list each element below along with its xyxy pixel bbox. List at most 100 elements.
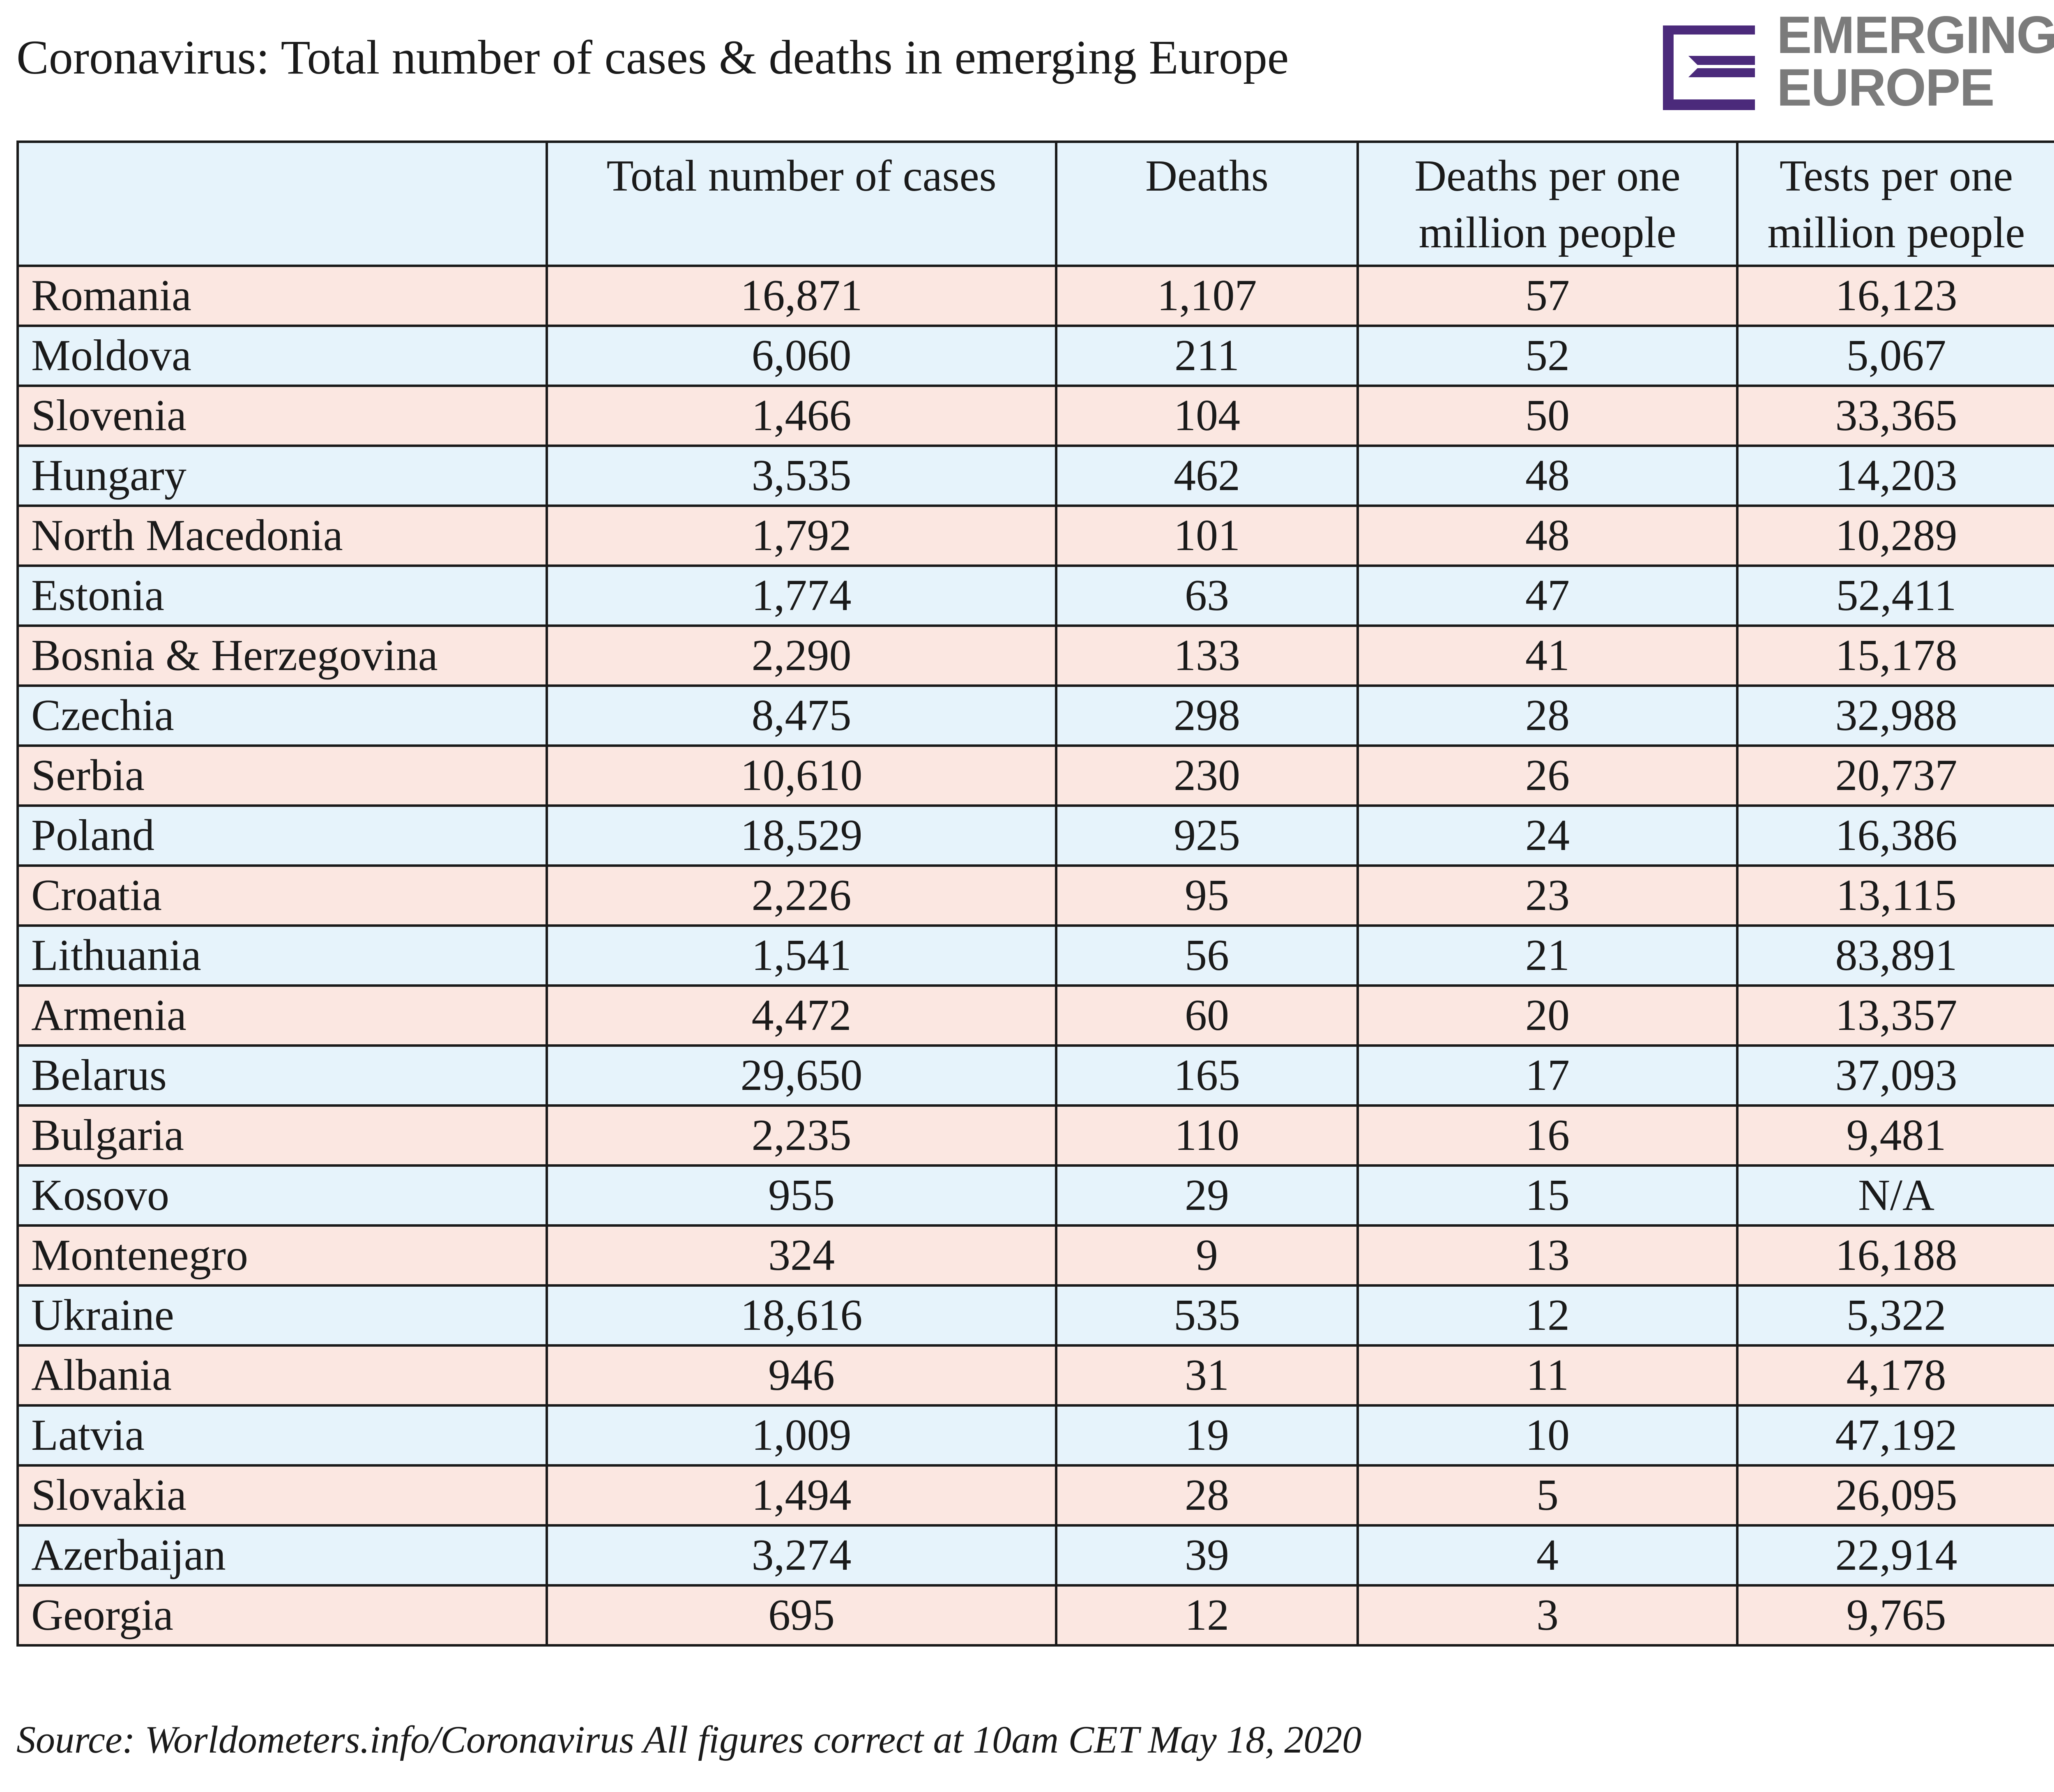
header-deaths-per-million: Deaths per one million people [1356,141,1739,267]
cell-total-cases: 1,494 [546,1464,1057,1527]
cell-deaths-per-million: 4 [1356,1524,1739,1587]
cell-total-cases: 955 [546,1164,1057,1227]
cell-tests-per-million: 52,411 [1736,564,2054,627]
cell-total-cases: 6,060 [546,325,1057,387]
cell-deaths-per-million: 52 [1356,325,1739,387]
cell-total-cases: 1,466 [546,385,1057,447]
logo-line-1: EMERGING [1777,6,2054,64]
cell-deaths-per-million: 16 [1356,1104,1739,1167]
cell-country: Hungary [16,445,548,507]
cell-deaths: 104 [1055,385,1359,447]
cell-deaths: 29 [1055,1164,1359,1227]
table-row: Serbia 10,610 230 26 20,737 [16,744,2054,807]
cell-deaths-per-million: 23 [1356,864,1739,927]
cell-deaths: 12 [1055,1584,1359,1647]
cell-deaths: 1,107 [1055,265,1359,327]
cell-deaths-per-million: 28 [1356,684,1739,747]
cell-country: Estonia [16,564,548,627]
cell-deaths-per-million: 13 [1356,1224,1739,1287]
cell-deaths: 133 [1055,624,1359,687]
cell-deaths: 211 [1055,325,1359,387]
cell-tests-per-million: 37,093 [1736,1044,2054,1107]
cell-tests-per-million: 83,891 [1736,924,2054,987]
cell-total-cases: 1,009 [546,1404,1057,1467]
cell-tests-per-million: 5,322 [1736,1284,2054,1347]
cell-deaths-per-million: 5 [1356,1464,1739,1527]
cell-country: Ukraine [16,1284,548,1347]
cell-country: Croatia [16,864,548,927]
table-row: Azerbaijan 3,274 39 4 22,914 [16,1524,2054,1587]
table-row: Armenia 4,472 60 20 13,357 [16,984,2054,1047]
table-row: Croatia 2,226 95 23 13,115 [16,864,2054,927]
cell-country: Slovakia [16,1464,548,1527]
cell-deaths-per-million: 17 [1356,1044,1739,1107]
cell-total-cases: 4,472 [546,984,1057,1047]
cell-tests-per-million: N/A [1736,1164,2054,1227]
cell-country: Latvia [16,1404,548,1467]
cell-country: Slovenia [16,385,548,447]
cell-tests-per-million: 22,914 [1736,1524,2054,1587]
cell-tests-per-million: 32,988 [1736,684,2054,747]
cell-tests-per-million: 13,115 [1736,864,2054,927]
cell-tests-per-million: 26,095 [1736,1464,2054,1527]
cell-total-cases: 18,616 [546,1284,1057,1347]
table-row: Romania 16,871 1,107 57 16,123 [16,265,2054,327]
cell-deaths: 101 [1055,504,1359,567]
cell-total-cases: 1,541 [546,924,1057,987]
cell-deaths-per-million: 50 [1356,385,1739,447]
table-row: Georgia 695 12 3 9,765 [16,1584,2054,1647]
table-row: Slovakia 1,494 28 5 26,095 [16,1464,2054,1527]
cell-country: Azerbaijan [16,1524,548,1587]
cell-tests-per-million: 14,203 [1736,445,2054,507]
cell-deaths-per-million: 26 [1356,744,1739,807]
table-row: Latvia 1,009 19 10 47,192 [16,1404,2054,1467]
table-row: Albania 946 31 11 4,178 [16,1344,2054,1407]
table-row: Ukraine 18,616 535 12 5,322 [16,1284,2054,1347]
cell-tests-per-million: 5,067 [1736,325,2054,387]
table-row: Hungary 3,535 462 48 14,203 [16,445,2054,507]
cell-tests-per-million: 16,386 [1736,804,2054,867]
cell-total-cases: 324 [546,1224,1057,1287]
cell-total-cases: 1,792 [546,504,1057,567]
cell-deaths-per-million: 24 [1356,804,1739,867]
cell-country: Bosnia & Herzegovina [16,624,548,687]
table-row: Moldova 6,060 211 52 5,067 [16,325,2054,387]
table-row: Lithuania 1,541 56 21 83,891 [16,924,2054,987]
table-row: Poland 18,529 925 24 16,386 [16,804,2054,867]
cell-tests-per-million: 33,365 [1736,385,2054,447]
cell-deaths-per-million: 47 [1356,564,1739,627]
table-row: Bulgaria 2,235 110 16 9,481 [16,1104,2054,1167]
header-total-cases: Total number of cases [546,141,1057,267]
cell-total-cases: 29,650 [546,1044,1057,1107]
cell-deaths: 230 [1055,744,1359,807]
data-table-container: Total number of cases Deaths Deaths per … [16,141,2054,1647]
cell-tests-per-million: 9,481 [1736,1104,2054,1167]
cell-country: North Macedonia [16,504,548,567]
cell-total-cases: 16,871 [546,265,1057,327]
cell-deaths: 925 [1055,804,1359,867]
cell-tests-per-million: 47,192 [1736,1404,2054,1467]
cell-country: Romania [16,265,548,327]
cell-deaths: 39 [1055,1524,1359,1587]
cell-deaths: 28 [1055,1464,1359,1527]
cell-country: Kosovo [16,1164,548,1227]
cell-country: Montenegro [16,1224,548,1287]
cell-deaths-per-million: 57 [1356,265,1739,327]
table-body: Romania 16,871 1,107 57 16,123 Moldova 6,060 21… [16,265,2054,1647]
cell-tests-per-million: 13,357 [1736,984,2054,1047]
cell-deaths: 31 [1055,1344,1359,1407]
cell-tests-per-million: 20,737 [1736,744,2054,807]
cell-deaths: 63 [1055,564,1359,627]
logo-wordmark: EMERGING EUROPE [1777,9,2054,114]
cell-country: Moldova [16,325,548,387]
cell-deaths: 60 [1055,984,1359,1047]
cell-tests-per-million: 9,765 [1736,1584,2054,1647]
table-header-row: Total number of cases Deaths Deaths per … [16,141,2054,267]
cell-deaths: 56 [1055,924,1359,987]
cell-total-cases: 2,290 [546,624,1057,687]
cell-total-cases: 18,529 [546,804,1057,867]
cell-total-cases: 1,774 [546,564,1057,627]
cell-deaths: 19 [1055,1404,1359,1467]
cell-deaths: 535 [1055,1284,1359,1347]
table-row: Bosnia & Herzegovina 2,290 133 41 15,178 [16,624,2054,687]
